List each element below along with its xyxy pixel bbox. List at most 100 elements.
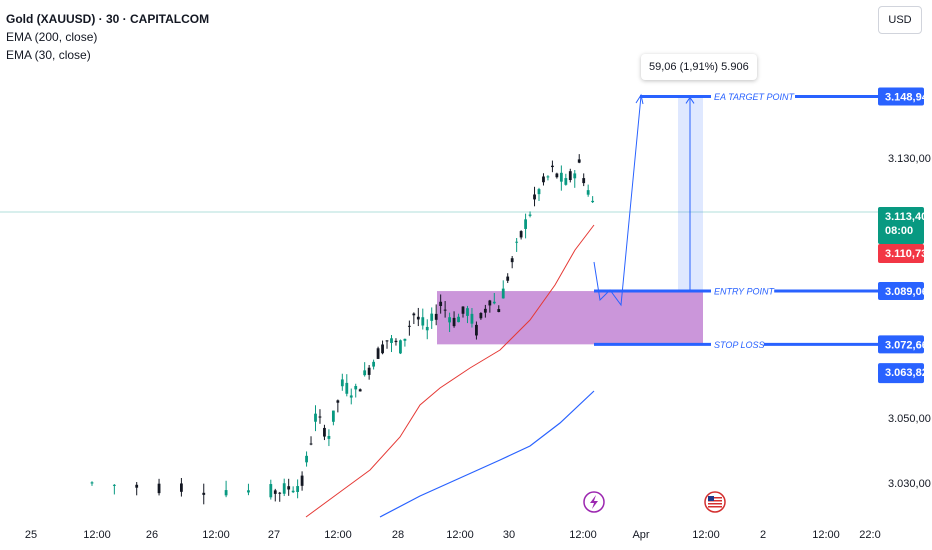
candle — [394, 338, 398, 346]
level-badge: 3.089,06 — [878, 282, 928, 301]
time-tick-label: 12:00 — [83, 529, 111, 541]
candle-body — [340, 379, 344, 387]
candle-body — [273, 490, 277, 494]
candle — [278, 491, 282, 502]
candle — [586, 184, 590, 197]
candle — [479, 312, 483, 320]
candle-body — [381, 344, 384, 354]
candle-body — [407, 325, 411, 327]
candle — [296, 479, 300, 499]
symbol-title: Gold (XAUUSD) · 30 · CAPITALCOM — [6, 12, 210, 26]
candle — [457, 313, 460, 323]
candle-body — [515, 241, 519, 243]
time-tick-label: 25 — [25, 529, 37, 541]
candle-body — [573, 173, 577, 179]
candle-body — [399, 340, 402, 354]
candle-body — [559, 172, 563, 182]
projection-arrow-head — [635, 93, 644, 105]
candle — [180, 477, 183, 497]
candle-body — [533, 194, 536, 200]
candle — [331, 410, 335, 426]
candle — [475, 321, 478, 340]
candle-body — [269, 484, 273, 498]
time-tick-label: 30 — [503, 529, 515, 541]
candle-body — [305, 455, 308, 463]
candle — [399, 339, 402, 355]
candle — [273, 488, 277, 502]
candle-body — [403, 338, 407, 341]
candle — [537, 187, 541, 202]
candle — [358, 388, 362, 392]
candle — [345, 374, 349, 397]
candle-body — [582, 178, 586, 184]
candle-body — [475, 324, 478, 336]
candle-body — [452, 317, 456, 327]
time-tick-label: 12:00 — [569, 529, 597, 541]
last-price-badge-text: 08:00 — [885, 225, 913, 237]
candle — [363, 362, 367, 377]
candle-body — [112, 484, 116, 486]
us-flag-canton — [708, 496, 714, 501]
candle-body — [461, 306, 465, 314]
candle — [336, 399, 340, 413]
time-axis: 25 12:00 26 12:00 27 12:00 28 12:00 30 12:00 Apr 12… — [25, 491, 881, 541]
level-label-bg — [711, 285, 775, 298]
level-badge-text: 3.089,06 — [885, 286, 928, 298]
candle — [559, 165, 563, 191]
candle-body — [323, 427, 326, 437]
candle — [506, 273, 510, 284]
candle — [376, 346, 380, 359]
candle — [90, 481, 94, 486]
candle — [528, 211, 532, 218]
candle-body — [568, 171, 572, 181]
candle — [367, 364, 371, 380]
candle — [551, 160, 554, 173]
candle-body — [376, 348, 380, 359]
candle — [381, 340, 384, 355]
candle-body — [434, 313, 438, 320]
time-tick-label: 2 — [760, 529, 766, 541]
candle-body — [291, 490, 295, 493]
time-tick-label: 12:00 — [202, 529, 230, 541]
candle-body — [412, 313, 416, 316]
projection-path — [593, 95, 642, 307]
candle-body — [135, 484, 139, 488]
candle — [568, 168, 572, 183]
candle-body — [180, 483, 183, 492]
candle-body — [577, 159, 581, 163]
level-badge: 3.148,94 — [878, 87, 929, 106]
level-label: ENTRY POINT — [714, 287, 776, 297]
candle-body — [385, 340, 389, 342]
ema200-line — [379, 390, 595, 518]
ema-badge-bg — [878, 244, 924, 263]
candle — [247, 483, 250, 496]
candle — [542, 173, 545, 186]
candle — [349, 388, 353, 405]
candle — [533, 186, 536, 207]
time-tick-label: 28 — [392, 529, 404, 541]
price-tick-label: 3.050,00 — [888, 413, 931, 425]
candle-body — [483, 308, 487, 313]
candle-body — [488, 300, 492, 306]
candle — [314, 405, 317, 432]
us-flag-stripe — [708, 497, 722, 499]
candle — [385, 340, 389, 349]
candle-body — [470, 313, 474, 324]
candle — [488, 299, 492, 313]
candle — [466, 305, 469, 324]
candle — [425, 319, 429, 340]
candle-body — [439, 301, 443, 307]
level-badge-text: 3.148,94 — [885, 91, 929, 103]
candle-body — [372, 361, 376, 367]
candle-body — [551, 165, 554, 168]
candle — [291, 486, 295, 494]
candle-body — [314, 413, 317, 422]
candle-body — [318, 416, 322, 418]
lightning-event-icon — [583, 491, 605, 513]
candle — [439, 294, 443, 314]
candle-body — [300, 475, 304, 486]
level-label: EA TARGET POINT — [714, 92, 796, 102]
currency-button[interactable]: USD — [878, 6, 922, 34]
candle-body — [448, 317, 451, 323]
